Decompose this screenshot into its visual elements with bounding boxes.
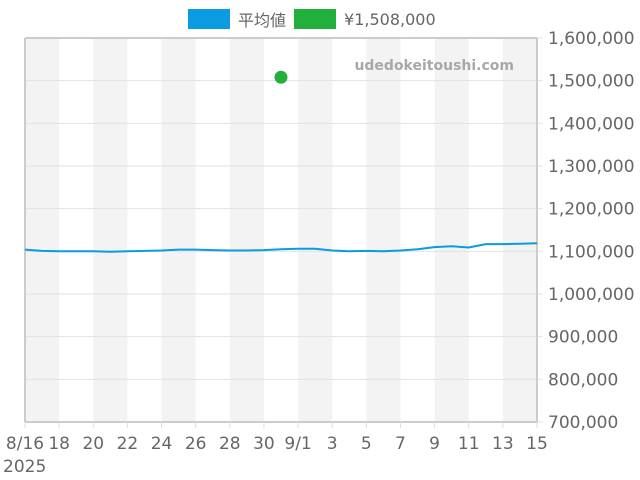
y-tick-label: 800,000 <box>548 370 618 390</box>
average-price-line <box>24 242 538 253</box>
chart-legend: 平均値 ¥1,508,000 <box>188 8 444 30</box>
y-tick-label: 1,600,000 <box>548 29 635 49</box>
y-tick-label: 1,100,000 <box>548 242 635 262</box>
y-tick-label: 1,000,000 <box>548 285 635 305</box>
background-bands <box>25 38 537 422</box>
x-tick-label: 18 <box>48 434 70 454</box>
x-tick-label: 26 <box>185 434 207 454</box>
x-tick-label: 15 <box>526 434 548 454</box>
x-tick-label: 9/1 <box>284 434 311 454</box>
y-tick-label: 1,300,000 <box>548 157 635 177</box>
price-points <box>274 70 288 84</box>
x-tick-label: 13 <box>492 434 514 454</box>
y-tick-label: 1,200,000 <box>548 200 635 220</box>
x-tick-label: 22 <box>117 434 139 454</box>
x-tick-label: 30 <box>253 434 275 454</box>
x-tick-label: 8/16 <box>6 434 44 454</box>
legend-swatch-price[interactable] <box>294 9 337 29</box>
axes <box>24 37 538 428</box>
x-tick-label: 7 <box>395 434 406 454</box>
y-tick-label: 1,400,000 <box>548 114 635 134</box>
x-tick-label: 11 <box>458 434 480 454</box>
legend-swatch-average[interactable] <box>188 9 230 29</box>
price-point[interactable] <box>274 70 288 84</box>
x-axis-labels: 8/16 18 20 22 24 26 28 30 9/1 3 5 7 9 11 13 15 2025 <box>3 434 548 477</box>
x-tick-label: 20 <box>82 434 104 454</box>
year-label: 2025 <box>3 457 46 477</box>
x-tick-label: 5 <box>361 434 372 454</box>
legend-label-average[interactable]: 平均値 <box>238 11 287 30</box>
y-tick-label: 1,500,000 <box>548 72 635 92</box>
x-tick-label: 9 <box>429 434 440 454</box>
watermark: udedokeitoushi.com <box>354 58 514 74</box>
x-tick-label: 28 <box>219 434 241 454</box>
y-tick-label: 700,000 <box>548 413 618 433</box>
y-tick-label: 900,000 <box>548 328 618 348</box>
legend-label-price[interactable]: ¥1,508,000 <box>344 9 436 29</box>
x-tick-label: 24 <box>151 434 173 454</box>
x-tick-label: 3 <box>327 434 338 454</box>
y-axis-labels: 700,000 800,000 900,000 1,000,000 1,100,000 1… <box>548 29 635 433</box>
